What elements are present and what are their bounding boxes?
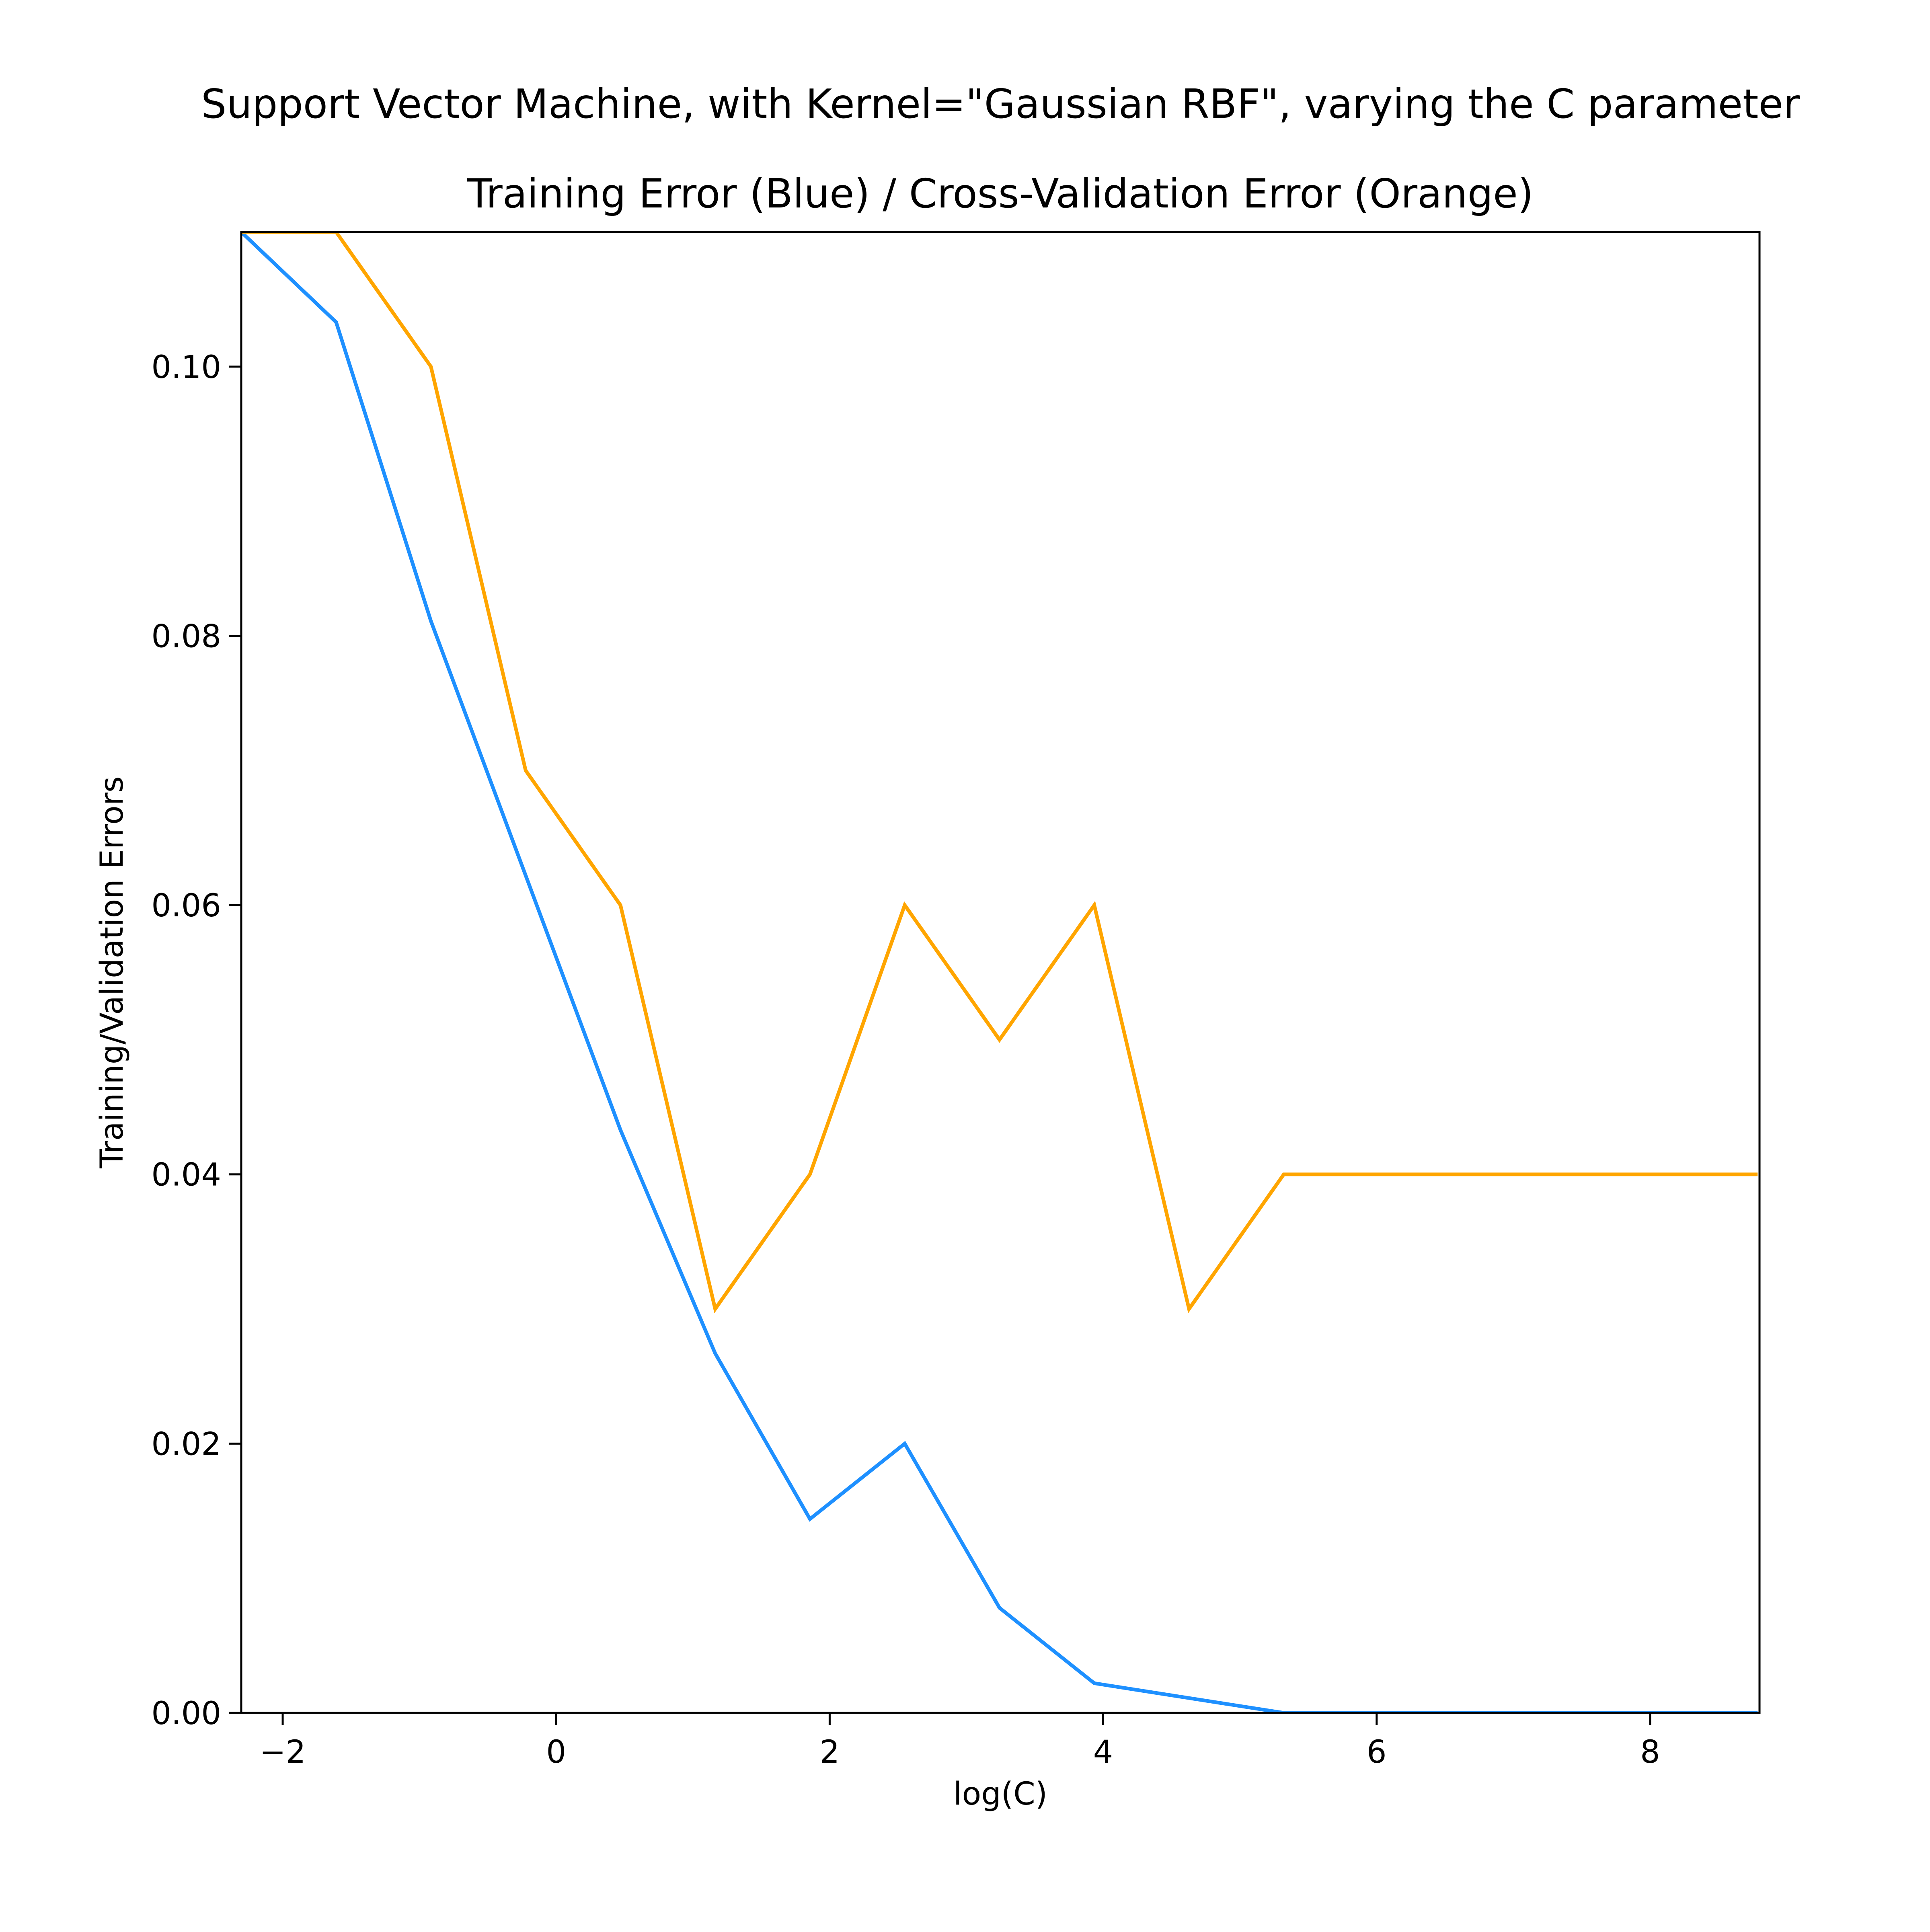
x-tick-label: 4: [1093, 1734, 1113, 1770]
x-axis-label: log(C): [953, 1776, 1047, 1812]
y-tick-label: 0.06: [151, 888, 221, 924]
chart-title: Training Error (Blue) / Cross-Validation…: [467, 170, 1533, 217]
y-tick-label: 0.04: [151, 1157, 221, 1193]
series-line-2: [241, 232, 1758, 1314]
x-tick-label: −2: [260, 1734, 306, 1770]
axes-frame: [240, 231, 1761, 1714]
x-tick-label: 8: [1640, 1734, 1660, 1770]
series-layer: [241, 232, 1758, 1713]
y-tick-label: 0.00: [151, 1696, 221, 1732]
plot-area: [240, 231, 1761, 1714]
y-axis: 0.00 0.02 0.04 0.06 0.08 0.10: [151, 349, 241, 1732]
y-tick-label: 0.10: [151, 349, 221, 386]
x-tick-label: 2: [820, 1734, 840, 1770]
y-tick-label: 0.02: [151, 1426, 221, 1462]
y-tick-label: 0.08: [151, 618, 221, 655]
x-tick-label: 0: [546, 1734, 566, 1770]
series-line-1: [241, 232, 1758, 1713]
x-tick-label: 6: [1367, 1734, 1387, 1770]
figure-suptitle: Support Vector Machine, with Kernel="Gau…: [201, 80, 1800, 127]
x-axis: −2 0 2 4 6 8: [260, 1713, 1660, 1770]
y-axis-label: Training/Validation Errors: [94, 776, 130, 1169]
